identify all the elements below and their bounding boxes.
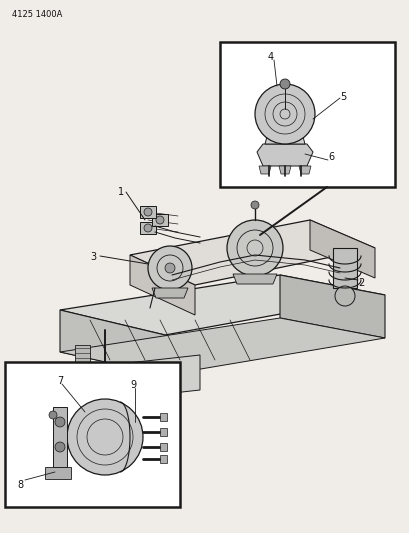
Polygon shape [152, 288, 188, 298]
Text: 4: 4 [267, 52, 274, 62]
Circle shape [144, 224, 152, 232]
Text: 6: 6 [327, 152, 333, 162]
Polygon shape [60, 310, 164, 375]
Polygon shape [139, 206, 155, 218]
Polygon shape [65, 355, 200, 405]
Polygon shape [279, 275, 384, 338]
Polygon shape [130, 220, 374, 285]
Polygon shape [332, 248, 356, 288]
Circle shape [55, 417, 65, 427]
Text: 5: 5 [339, 92, 346, 102]
Circle shape [49, 411, 57, 419]
Polygon shape [60, 275, 384, 335]
Polygon shape [309, 220, 374, 278]
Circle shape [250, 201, 258, 209]
Polygon shape [278, 166, 290, 174]
Circle shape [254, 84, 314, 144]
Polygon shape [75, 345, 90, 378]
Polygon shape [130, 255, 195, 315]
Circle shape [155, 216, 164, 224]
Polygon shape [232, 274, 276, 284]
Circle shape [164, 263, 175, 273]
Polygon shape [264, 122, 304, 144]
Text: 7: 7 [57, 376, 63, 386]
Polygon shape [45, 467, 71, 479]
Circle shape [67, 399, 143, 475]
Circle shape [55, 442, 65, 452]
Polygon shape [139, 222, 155, 234]
Text: 1: 1 [118, 187, 124, 197]
Polygon shape [160, 455, 166, 463]
Circle shape [227, 220, 282, 276]
Text: 2: 2 [357, 278, 363, 288]
Polygon shape [160, 413, 166, 421]
Polygon shape [160, 443, 166, 451]
Polygon shape [298, 166, 310, 174]
Circle shape [144, 208, 152, 216]
Polygon shape [60, 318, 384, 375]
Polygon shape [256, 144, 312, 166]
Circle shape [279, 79, 289, 89]
Polygon shape [258, 166, 270, 174]
Circle shape [334, 286, 354, 306]
Polygon shape [53, 407, 67, 467]
Polygon shape [152, 214, 168, 226]
Text: 8: 8 [17, 480, 23, 490]
Bar [5, 362, 180, 507]
Circle shape [148, 246, 191, 290]
Text: 3: 3 [90, 252, 96, 262]
Bar [220, 42, 394, 187]
Text: 4125 1400A: 4125 1400A [12, 10, 62, 19]
Polygon shape [160, 428, 166, 436]
Text: 9: 9 [130, 380, 136, 390]
